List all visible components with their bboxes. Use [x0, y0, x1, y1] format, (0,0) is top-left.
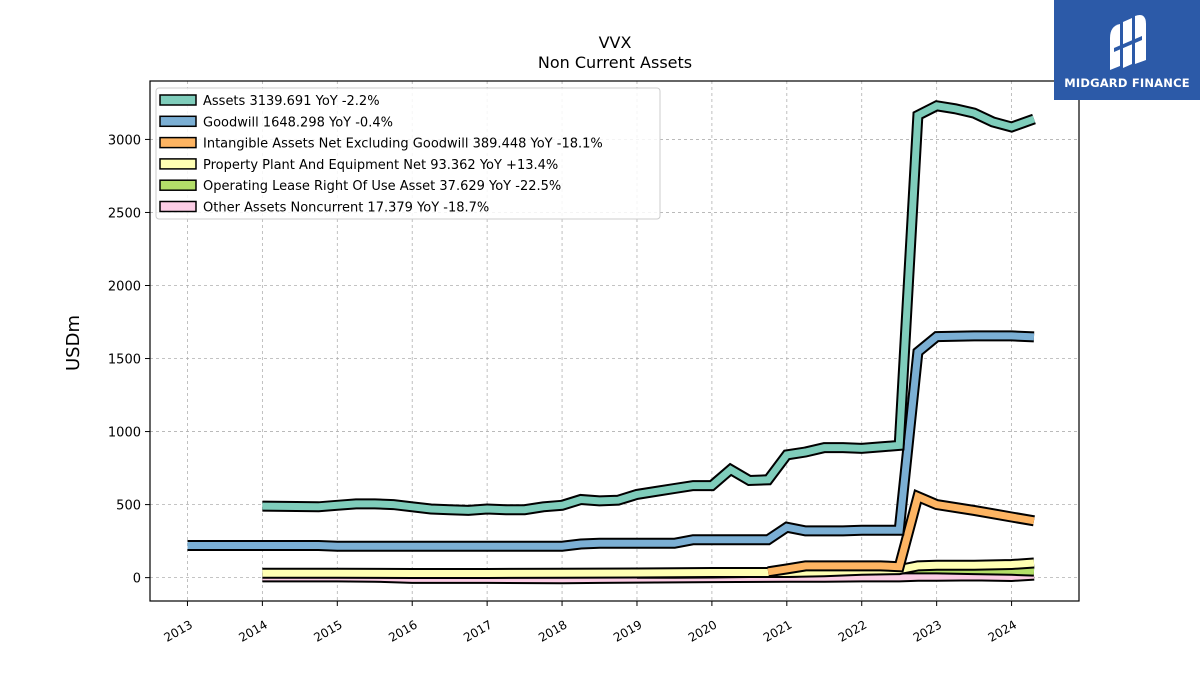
x-tick-label: 2015: [311, 617, 344, 644]
series-line-fill: [767, 491, 1035, 576]
x-tick-label: 2019: [611, 617, 644, 644]
plot-frame: [149, 80, 1080, 602]
x-tick-label: 2023: [911, 617, 944, 644]
legend-swatch: [159, 158, 197, 170]
y-tick-label: 500: [116, 499, 141, 514]
legend-box: [155, 87, 661, 220]
x-tick-label: 2014: [236, 617, 269, 644]
legend-label: Other Assets Noncurrent 17.379 YoY -18.7…: [203, 201, 489, 216]
legend-swatch: [159, 94, 197, 106]
x-tick-label: 2017: [461, 617, 494, 644]
y-tick-label: 3000: [108, 133, 141, 148]
x-axis: 2013 2014 2015 2016 2017 2018 2019 2020 2021 2022…: [162, 601, 1019, 645]
legend-label: Property Plant And Equipment Net 93.362 …: [203, 158, 558, 173]
x-tick-label: 2022: [836, 617, 869, 644]
legend-swatch: [159, 115, 197, 128]
series-line-fill: [262, 102, 1036, 514]
legend-label: Intangible Assets Net Excluding Goodwill…: [203, 137, 603, 152]
legend-label: Goodwill 1648.298 YoY -0.4%: [203, 115, 393, 130]
x-tick-label: 2016: [386, 617, 419, 644]
logo-icon: [1054, 8, 1200, 74]
x-tick-label: 2013: [162, 617, 195, 644]
y-tick-label: 1500: [108, 353, 141, 368]
series-line: [262, 100, 1036, 516]
series-line: [187, 330, 1035, 552]
series-layer: [187, 100, 1036, 585]
y-tick-label: 1000: [108, 426, 141, 441]
legend: Assets 3139.691 YoY -2.2% Goodwill 1648.2…: [155, 87, 661, 220]
legend-swatch: [159, 136, 197, 149]
legend-swatch: [159, 179, 197, 191]
x-tick-label: 2024: [986, 617, 1019, 644]
x-tick-label: 2018: [536, 617, 569, 644]
legend-label: Assets 3139.691 YoY -2.2%: [203, 94, 380, 109]
x-tick-label: 2021: [761, 617, 794, 644]
series-line-fill: [187, 332, 1035, 550]
logo-text: MIDGARD FINANCE: [1064, 76, 1190, 90]
y-axis: 0 500 1000 1500 2000 2500 3000: [108, 133, 150, 587]
chart-subtitle: Non Current Assets: [538, 53, 692, 72]
chart-title: VVX: [599, 33, 632, 52]
y-tick-label: 2500: [108, 206, 141, 221]
series-line: [767, 489, 1035, 578]
legend-label: Operating Lease Right Of Use Asset 37.62…: [203, 179, 561, 194]
y-tick-label: 0: [133, 572, 141, 587]
x-tick-label: 2020: [686, 617, 719, 644]
y-axis-label: USDm: [63, 315, 84, 371]
brand-logo: MIDGARD FINANCE: [1054, 0, 1200, 100]
y-tick-label: 2000: [108, 279, 141, 294]
legend-swatch: [159, 200, 197, 213]
